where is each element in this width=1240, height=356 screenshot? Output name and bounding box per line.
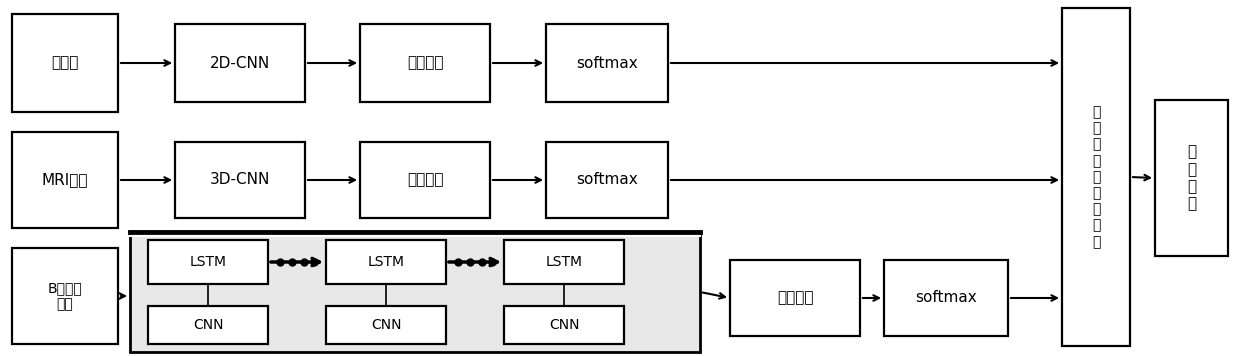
- Text: LSTM: LSTM: [367, 255, 404, 269]
- Text: 全连接层: 全连接层: [407, 173, 443, 188]
- Text: 2D-CNN: 2D-CNN: [210, 56, 270, 70]
- Text: B超视频
序列: B超视频 序列: [47, 281, 82, 311]
- Text: MRI序列: MRI序列: [42, 173, 88, 188]
- Bar: [546, 24, 668, 102]
- Bar: [12, 132, 118, 228]
- Bar: [148, 306, 268, 344]
- Text: 3D-CNN: 3D-CNN: [210, 173, 270, 188]
- Bar: [175, 142, 305, 218]
- Text: 全连接层: 全连接层: [776, 290, 813, 305]
- Bar: [1154, 100, 1228, 256]
- Text: softmax: softmax: [915, 290, 977, 305]
- Bar: [360, 142, 490, 218]
- Bar: [130, 232, 701, 352]
- Text: softmax: softmax: [577, 173, 637, 188]
- Text: 全连接层: 全连接层: [407, 56, 443, 70]
- Text: LSTM: LSTM: [190, 255, 227, 269]
- Bar: [546, 142, 668, 218]
- Text: CNN: CNN: [371, 318, 402, 332]
- Bar: [730, 260, 861, 336]
- Bar: [148, 240, 268, 284]
- Bar: [326, 240, 446, 284]
- Bar: [175, 24, 305, 102]
- Text: LSTM: LSTM: [546, 255, 583, 269]
- Bar: [503, 240, 624, 284]
- Bar: [503, 306, 624, 344]
- Bar: [1061, 8, 1130, 346]
- Text: CNN: CNN: [549, 318, 579, 332]
- Bar: [12, 248, 118, 344]
- Text: 多
模
态
决
策
融
合
单
元: 多 模 态 决 策 融 合 单 元: [1091, 105, 1100, 249]
- Bar: [884, 260, 1008, 336]
- Bar: [360, 24, 490, 102]
- Text: 钼靶图: 钼靶图: [51, 56, 78, 70]
- Bar: [326, 306, 446, 344]
- Text: 识
别
结
果: 识 别 结 果: [1187, 145, 1197, 211]
- Bar: [12, 14, 118, 112]
- Text: CNN: CNN: [192, 318, 223, 332]
- Text: softmax: softmax: [577, 56, 637, 70]
